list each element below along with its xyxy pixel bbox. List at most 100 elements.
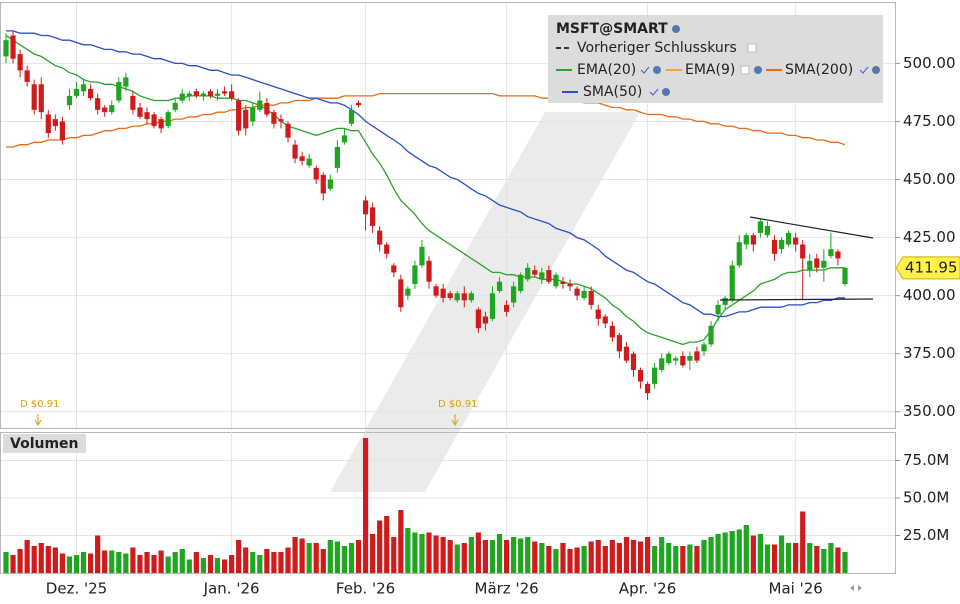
candle-body [207, 91, 214, 96]
volume-bar [292, 537, 298, 573]
legend-icon[interactable] [754, 66, 762, 74]
volume-bar [800, 511, 806, 573]
volume-bar [95, 535, 101, 573]
volume-bar [518, 538, 524, 573]
volume-bar [285, 547, 291, 573]
candle-body [405, 288, 411, 296]
legend-icon[interactable] [653, 66, 661, 74]
legend-title: MSFT@SMART [556, 21, 668, 37]
volume-bar [567, 549, 573, 573]
legend-checkbox[interactable] [747, 43, 757, 53]
candle-body [835, 251, 841, 259]
candle-body [102, 107, 108, 113]
volume-panel [0, 432, 896, 574]
candle-body [842, 267, 848, 285]
volume-bar [475, 532, 481, 573]
candle-body [236, 100, 242, 131]
candle-body [45, 114, 51, 134]
candle-body [109, 105, 115, 113]
candle-body [320, 174, 326, 194]
volume-bar [179, 549, 185, 573]
candle-body [348, 109, 355, 124]
volume-bar [271, 552, 277, 573]
candle-body [701, 344, 707, 352]
volume-bar [807, 543, 813, 573]
volume-bar [355, 540, 362, 573]
volume-bar [229, 555, 235, 573]
volume-bar [66, 556, 73, 573]
candle-body [334, 146, 340, 168]
candle-body [285, 123, 291, 138]
candle-body [518, 274, 524, 291]
candle-body [475, 309, 481, 329]
volume-bar [186, 559, 192, 573]
volume-bar [236, 540, 242, 573]
volume-bar [109, 550, 115, 573]
candle-body [370, 207, 376, 226]
x-tick-label: März '26 [475, 580, 539, 598]
legend-icon[interactable] [662, 88, 670, 96]
volume-bar [503, 540, 510, 573]
candle-body [715, 304, 721, 315]
candle-body [116, 81, 122, 101]
candle-body [793, 237, 799, 245]
candle-body [306, 158, 312, 166]
scroll-icon[interactable] [850, 585, 862, 591]
candle-body [644, 383, 651, 394]
candle-body [525, 267, 531, 280]
candle-body [814, 258, 820, 268]
candle-body [743, 235, 749, 245]
candle-body [165, 112, 171, 127]
candle-body [588, 290, 594, 305]
volume-bar [659, 537, 665, 573]
volume-bar [306, 543, 312, 573]
legend-checkbox[interactable] [740, 65, 750, 75]
candle-body [3, 40, 9, 57]
volume-bar [200, 558, 207, 573]
candle-body [31, 84, 37, 110]
candle-body [503, 304, 510, 312]
volume-bar [560, 543, 566, 573]
candle-body [800, 244, 806, 259]
candle-body [539, 272, 545, 280]
y-tick-label: 475.00 [903, 112, 956, 130]
candle-body [637, 369, 644, 382]
candle-body [729, 265, 735, 301]
volume-bar [73, 555, 80, 573]
volume-bar [757, 534, 763, 573]
volume-bar [602, 546, 608, 573]
candle-body [214, 93, 221, 96]
volume-bar [454, 544, 460, 573]
legend-icon[interactable] [672, 25, 680, 33]
candle-body [609, 325, 615, 338]
volume-bar [793, 543, 799, 573]
volume-bar [257, 555, 263, 573]
volume-bar [666, 543, 672, 573]
volume-bar [370, 534, 376, 573]
candle-body [567, 284, 573, 287]
volume-bar [482, 540, 489, 573]
legend-check[interactable] [649, 88, 659, 96]
legend-check[interactable] [859, 66, 869, 74]
candle-body [88, 88, 94, 99]
dividend-arrow [451, 414, 459, 426]
x-tick-label: Jan. '26 [203, 580, 260, 598]
legend-icon[interactable] [872, 66, 880, 74]
volume-bar [489, 540, 496, 573]
candle-body [433, 286, 439, 296]
y-tick-label: 75.0M [903, 451, 949, 469]
volume-bar [736, 529, 742, 573]
x-tick-label: Mai '26 [769, 580, 823, 598]
volume-bar [264, 549, 270, 573]
legend-check[interactable] [640, 66, 650, 74]
volume-bar [694, 546, 700, 573]
candle-body [546, 270, 552, 282]
candle-body [299, 156, 305, 161]
legend-label: EMA(20) [577, 62, 636, 78]
candle-body [496, 281, 503, 291]
volume-bar [391, 537, 397, 573]
candle-body [38, 84, 44, 113]
legend: MSFT@SMART Vorheriger Schlusskurs EMA(20… [548, 15, 883, 103]
y-tick-label: 350.00 [903, 402, 956, 420]
